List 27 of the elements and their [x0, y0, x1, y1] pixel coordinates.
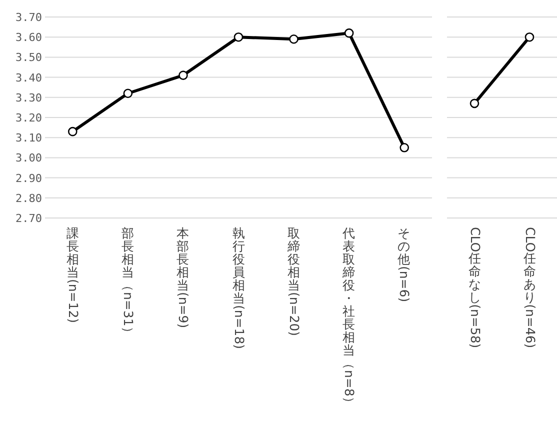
x-tick-label: 部長相当（n=31） [120, 226, 136, 340]
y-tick-label: 3.20 [16, 112, 42, 124]
y-tick-label: 3.30 [16, 91, 42, 104]
x-tick-label: CLO任命なし(n=58) [466, 227, 482, 348]
point [289, 34, 298, 44]
y-tick-label: 3.50 [16, 51, 42, 64]
y-tick-label: 3.60 [16, 31, 42, 44]
y-tick-label: 2.80 [16, 192, 42, 205]
x-tick-label: 課長相当(n=12) [64, 226, 81, 324]
x-tick-label: 執行役員相当(n=18) [230, 226, 246, 350]
point [123, 88, 133, 98]
point [234, 32, 244, 42]
category-label: 代表取締役・社長相当（n=8） [342, 226, 358, 410]
y-tick-label: 2.70 [16, 212, 42, 225]
point [344, 28, 354, 38]
x-tick-label: 取締役相当(n=20) [286, 226, 302, 336]
y-tick-label: 3.00 [16, 152, 42, 165]
y-tick-label: 3.70 [16, 11, 42, 24]
point [178, 70, 188, 80]
x-tick-label: CLO任命あり(n=46) [522, 227, 538, 348]
x-tick-label: 本部長相当(n=9) [175, 226, 192, 328]
x-tick-label: その他(n=6) [396, 226, 412, 302]
point [400, 143, 410, 152]
y-tick-label: 2.90 [16, 172, 42, 185]
point [68, 126, 78, 136]
y-tick-label: 3.10 [16, 132, 42, 145]
y-tick-label: 3.40 [16, 71, 42, 84]
